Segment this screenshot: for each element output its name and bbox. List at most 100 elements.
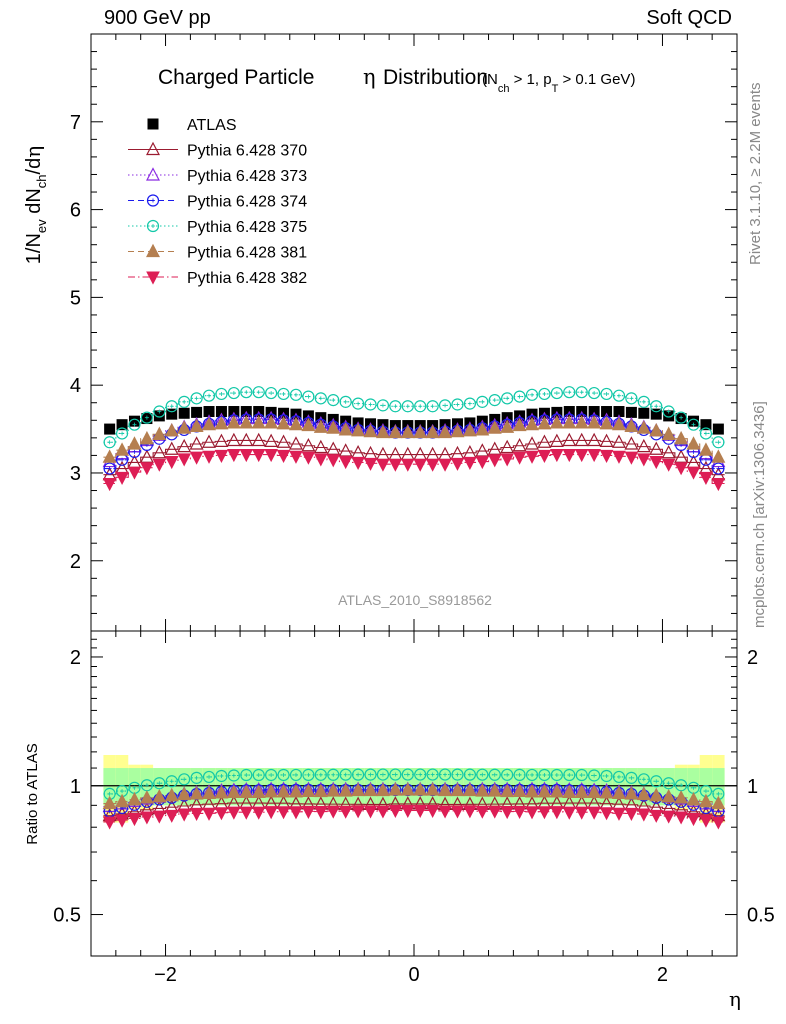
- point-pythia-6-428-375-ring: [488, 394, 501, 407]
- point-pythia-6-428-381: [338, 422, 353, 436]
- point-pythia-6-428-381: [661, 426, 676, 440]
- ratio-point-pythia-6-428-375: [600, 769, 613, 783]
- ratio-point-pythia-6-428-375-ring: [277, 768, 290, 782]
- ratio-point-pythia-6-428-382: [314, 806, 328, 820]
- point-pythia-6-428-381: [413, 424, 428, 439]
- point-pythia-6-428-381: [288, 416, 303, 431]
- ratio-frame: [90, 630, 738, 957]
- point-pythia-6-428-375: [588, 386, 601, 400]
- ratio-y-tick-label: 0.5: [53, 905, 81, 927]
- point-pythia-6-428-375-ring: [650, 400, 663, 413]
- ratio-point-pythia-6-428-382: [326, 805, 341, 819]
- point-pythia-6-428-375-ring: [550, 386, 563, 400]
- point-pythia-6-428-370: [661, 444, 676, 459]
- ratio-point-pythia-6-428-381: [127, 791, 142, 806]
- point-pythia-6-428-375: [178, 395, 191, 408]
- ratio-point-pythia-6-428-375-ring: [600, 769, 613, 783]
- point-pythia-6-428-370: [487, 441, 502, 455]
- point-pythia-6-428-375-ring: [414, 400, 427, 413]
- point-pythia-6-428-375: [401, 400, 414, 413]
- point-pythia-6-428-382: [686, 466, 701, 480]
- point-pythia-6-428-381: [599, 416, 614, 430]
- ratio-point-pythia-6-428-382: [127, 812, 142, 827]
- ratio-point-pythia-6-428-375-ring: [215, 769, 228, 783]
- ratio-point-pythia-6-428-381: [276, 784, 291, 798]
- point-pythia-6-428-370: [139, 449, 154, 463]
- point-pythia-6-428-382: [525, 450, 539, 464]
- point-pythia-6-428-381: [512, 417, 527, 432]
- point-pythia-6-428-370: [574, 432, 589, 447]
- y-tick-label: 5: [70, 287, 81, 309]
- line-pythia-6-428-370: [103, 439, 725, 476]
- point-pythia-6-428-375-ring: [401, 400, 414, 413]
- point-pythia-6-428-375-ring: [153, 405, 166, 418]
- legend-marker-pythia-6-428-375: [146, 219, 160, 233]
- point-pythia-6-428-381: [375, 424, 390, 439]
- ratio-point-pythia-6-428-381: [152, 788, 167, 803]
- point-pythia-6-428-381: [525, 416, 540, 431]
- legend-marker-pythia-6-428-382: [146, 271, 160, 285]
- ratio-point-pythia-6-428-382: [400, 804, 415, 818]
- point-pythia-6-428-375: [153, 405, 166, 418]
- y-axis-label-ratio: Ratio to ATLAS: [24, 743, 41, 844]
- y-tick-label: 7: [70, 112, 81, 134]
- point-pythia-6-428-381: [226, 415, 241, 429]
- ratio-point-pythia-6-428-375-ring: [563, 768, 576, 782]
- legend-marker-pythia-6-428-381: [146, 243, 160, 258]
- point-pythia-6-428-382: [227, 449, 241, 463]
- point-pythia-6-428-375: [289, 388, 303, 401]
- point-pythia-6-428-375: [140, 411, 154, 424]
- ratio-y-tick-label-right: 2: [747, 647, 758, 669]
- point-pythia-6-428-375-ring: [178, 395, 191, 408]
- point-pythia-6-428-375: [625, 392, 638, 405]
- point-pythia-6-428-375: [575, 386, 588, 399]
- ratio-point-pythia-6-428-382: [550, 806, 564, 820]
- legend-marker-pythia-6-428-375-ring: [146, 219, 160, 233]
- ratio-point-pythia-6-428-375-ring: [650, 775, 663, 788]
- ratio-point-pythia-6-428-375-ring: [302, 768, 315, 781]
- x-axis-label: η: [729, 987, 741, 1011]
- ratio-point-pythia-6-428-382: [661, 810, 676, 824]
- ratio-point-pythia-6-428-375: [662, 777, 675, 790]
- point-pythia-6-428-381: [574, 415, 589, 429]
- point-pythia-6-428-375: [277, 387, 290, 401]
- point-pythia-6-428-381: [400, 424, 415, 439]
- point-atlas: [215, 406, 227, 418]
- ratio-point-pythia-6-428-381: [388, 782, 403, 796]
- point-pythia-6-428-382: [425, 458, 440, 472]
- point-pythia-6-428-375: [637, 395, 650, 408]
- ratio-point-pythia-6-428-375: [637, 773, 650, 786]
- point-pythia-6-428-375-ring: [376, 399, 390, 412]
- point-pythia-6-428-375-ring: [588, 386, 601, 400]
- point-pythia-6-428-375-ring: [302, 390, 315, 403]
- point-pythia-6-428-382: [599, 449, 614, 463]
- ratio-point-pythia-6-428-381: [611, 785, 626, 800]
- point-pythia-6-428-370: [425, 446, 440, 461]
- point-pythia-6-428-375: [302, 390, 315, 403]
- legend: ATLAS Pythia 6.428 370 Pythia 6.428 373 Pyt…: [128, 117, 307, 287]
- point-pythia-6-428-370: [388, 446, 403, 461]
- point-pythia-6-428-382: [487, 454, 502, 468]
- ratio-point-pythia-6-428-382: [102, 816, 117, 830]
- ratio-point-pythia-6-428-375-ring: [401, 768, 414, 781]
- point-atlas: [116, 419, 128, 431]
- ratio-point-pythia-6-428-375: [190, 771, 203, 784]
- point-pythia-6-428-370: [338, 443, 353, 457]
- point-pythia-6-428-381: [388, 424, 403, 439]
- point-pythia-6-428-381: [189, 418, 204, 433]
- ratio-point-pythia-6-428-382: [686, 812, 701, 827]
- ratio-point-pythia-6-428-375: [625, 771, 638, 784]
- ratio-point-pythia-6-428-375: [265, 768, 278, 782]
- point-pythia-6-428-381: [301, 417, 316, 432]
- point-pythia-6-428-375: [252, 386, 265, 399]
- ratio-point-pythia-6-428-375-ring: [252, 768, 265, 782]
- chart-title-eta: η: [363, 65, 376, 89]
- ratio-point-pythia-6-428-375: [240, 768, 253, 782]
- chart-subtitle: (Nch > 1, pT > 0.1 GeV): [482, 71, 635, 95]
- ratio-point-pythia-6-428-375-ring: [513, 768, 526, 781]
- point-atlas: [128, 415, 140, 427]
- point-pythia-6-428-370: [375, 446, 390, 461]
- point-pythia-6-428-381: [239, 415, 254, 429]
- ratio-point-pythia-6-428-375: [550, 768, 563, 782]
